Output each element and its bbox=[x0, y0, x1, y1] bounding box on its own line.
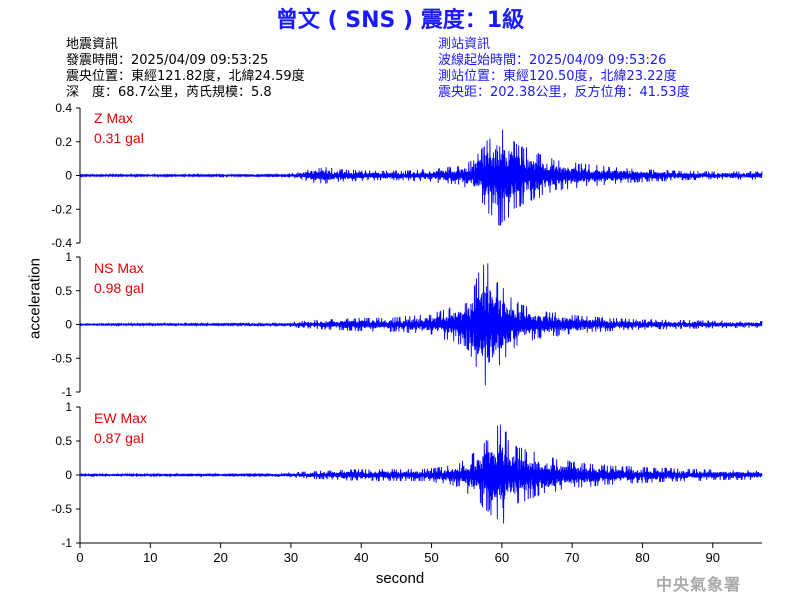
x-tick-label: 60 bbox=[495, 550, 509, 565]
x-tick-label: 70 bbox=[565, 550, 579, 565]
station-info-heading: 測站資訊 bbox=[438, 37, 491, 52]
quake-info-block: 地震資訊 發震時間：2025/04/09 09:53:25 震央位置：東經121… bbox=[66, 37, 305, 101]
y-tick-label-z: 0.2 bbox=[55, 135, 72, 149]
x-tick-label: 80 bbox=[635, 550, 649, 565]
z-max-label: Z Max 0.31 gal bbox=[94, 108, 144, 148]
x-tick-label: 50 bbox=[424, 550, 438, 565]
station-info-block: 測站資訊 波線起始時間：2025/04/09 09:53:26 測站位置：東經1… bbox=[438, 37, 690, 101]
epicenter-location: 震央位置：東經121.82度，北緯24.59度 bbox=[66, 69, 305, 84]
waveform-ns bbox=[79, 263, 763, 386]
origin-time: 發震時間：2025/04/09 09:53:25 bbox=[66, 53, 269, 68]
y-tick-label-ns: 0 bbox=[65, 318, 72, 332]
y-tick-label-ns: -1 bbox=[61, 385, 72, 399]
y-tick-label-ew: 0 bbox=[65, 468, 72, 482]
y-tick-label-ns: 0.5 bbox=[55, 284, 72, 298]
y-tick-label-ew: 0.5 bbox=[55, 434, 72, 448]
x-tick-label: 30 bbox=[284, 550, 298, 565]
y-tick-label-z: -0.2 bbox=[51, 202, 72, 216]
y-tick-label-ew: -0.5 bbox=[51, 502, 72, 516]
agency-logo-text: 中央氣象署 bbox=[656, 575, 742, 594]
distance-azimuth: 震央距：202.38公里，反方位角：41.53度 bbox=[438, 85, 690, 100]
ew-max-title: EW Max bbox=[94, 410, 147, 426]
y-tick-label-ns: 1 bbox=[65, 250, 72, 264]
y-tick-label-ns: -0.5 bbox=[51, 351, 72, 365]
z-max-title: Z Max bbox=[94, 110, 133, 126]
station-location: 測站位置：東經120.50度，北緯23.22度 bbox=[438, 69, 677, 84]
x-tick-label: 40 bbox=[354, 550, 368, 565]
quake-info-heading: 地震資訊 bbox=[66, 37, 119, 52]
y-tick-label-z: -0.4 bbox=[51, 236, 72, 250]
waveform-ew bbox=[79, 424, 763, 524]
y-tick-label-ew: -1 bbox=[61, 536, 72, 550]
y-tick-label-ew: 1 bbox=[65, 400, 72, 414]
page-title: 曾文 ( SNS ) 震度：1級 bbox=[275, 8, 525, 33]
z-max-value: 0.31 gal bbox=[94, 130, 144, 146]
waveform-z bbox=[79, 129, 763, 227]
x-tick-label: 90 bbox=[706, 550, 720, 565]
x-tick-label: 10 bbox=[143, 550, 157, 565]
x-tick-label: 20 bbox=[213, 550, 227, 565]
y-tick-label-z: 0.4 bbox=[55, 101, 72, 115]
x-axis-label: second bbox=[375, 570, 425, 587]
x-tick-label: 0 bbox=[76, 550, 83, 565]
y-axis-label: acceleration bbox=[26, 258, 44, 339]
ns-max-label: NS Max 0.98 gal bbox=[94, 258, 144, 298]
depth-magnitude: 深 度：68.7公里，芮氏規模：5.8 bbox=[66, 85, 272, 100]
y-tick-label-z: 0 bbox=[65, 169, 72, 183]
ew-max-value: 0.87 gal bbox=[94, 430, 144, 446]
ew-max-label: EW Max 0.87 gal bbox=[94, 408, 147, 448]
ns-max-title: NS Max bbox=[94, 260, 144, 276]
wave-start-time: 波線起始時間：2025/04/09 09:53:26 bbox=[438, 53, 667, 68]
ns-max-value: 0.98 gal bbox=[94, 280, 144, 296]
